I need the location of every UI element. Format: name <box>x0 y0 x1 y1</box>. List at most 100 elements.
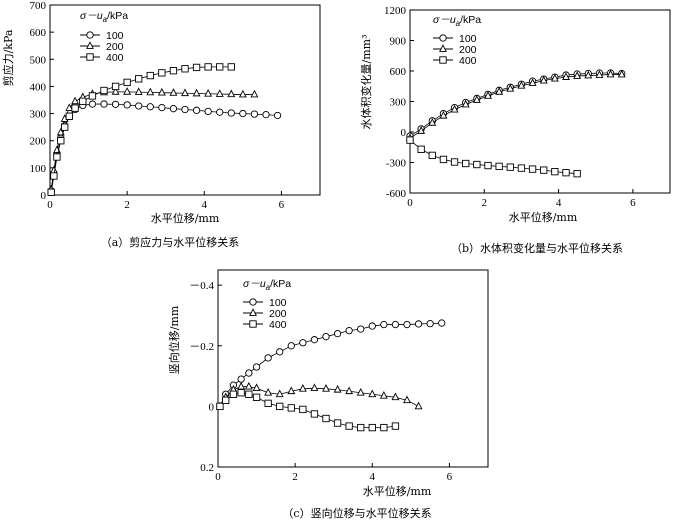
series-400-point <box>417 145 425 153</box>
y-tick-label: 300 <box>30 109 47 121</box>
series-200-point <box>606 69 615 78</box>
series-200-point <box>287 386 296 395</box>
series-400-point <box>53 153 61 161</box>
series-200-point <box>134 87 143 95</box>
series-200-point <box>181 88 189 97</box>
series-200-point <box>244 381 253 390</box>
series-400-point <box>391 422 400 430</box>
series-100-point <box>310 336 319 344</box>
x-tick-label: 4 <box>370 471 376 483</box>
series-400-line <box>409 139 578 175</box>
panel-a-frame <box>49 4 321 196</box>
x-tick-label: 6 <box>279 199 285 211</box>
series-100-point <box>273 111 282 120</box>
series-200-point <box>417 126 426 134</box>
x-tick-label: 0 <box>47 199 53 211</box>
panel-a-caption: （a）剪应力与水平位移关系 <box>101 235 240 249</box>
series-200-point <box>333 384 342 393</box>
series-100-point <box>299 339 307 347</box>
series-200-point <box>356 387 365 396</box>
series-400-point <box>573 170 581 178</box>
series-200-point <box>584 70 593 79</box>
y-tick-label: 700 <box>30 0 47 12</box>
series-400-point <box>192 63 201 72</box>
x-tick-label: 6 <box>630 197 636 209</box>
series-100-point <box>237 375 245 383</box>
legend-400-marker <box>86 53 94 61</box>
panel-b: 0 2 4 6 -600 -300 0 300 600 900 1200 水体积变化量/mm³ 水平… <box>359 5 671 255</box>
series-100-point <box>169 105 178 113</box>
series-100-point <box>345 326 353 335</box>
series-400-point <box>276 402 284 411</box>
series-200-point <box>368 389 377 398</box>
panel-a-legend-title-main: σ－u <box>80 10 103 22</box>
series-400-point <box>473 160 481 169</box>
series-400-point <box>222 396 230 404</box>
series-200-point <box>414 401 423 410</box>
x-tick-label: 6 <box>447 471 453 483</box>
series-400-point <box>264 399 272 408</box>
series-200-point <box>215 89 224 97</box>
series-100-line <box>409 72 622 137</box>
series-400-point <box>100 86 108 95</box>
series-200-point <box>461 99 470 108</box>
series-400-point <box>357 423 365 432</box>
panel-b-legend-title: σ－ua/kPa <box>433 14 481 28</box>
panel-c-legend-title-main: σ－u <box>243 278 266 290</box>
series-400-point <box>562 169 570 177</box>
panel-a-legend-title: σ－ua/kPa <box>80 10 128 24</box>
series-400-point <box>310 410 319 418</box>
series-100-point <box>333 329 342 338</box>
series-200-point <box>157 87 166 96</box>
legend-100-marker <box>249 298 257 306</box>
legend-400-marker <box>249 320 257 328</box>
series-200-point <box>237 381 246 390</box>
legend-100-label: 100 <box>459 33 477 45</box>
series-100-point <box>438 319 446 327</box>
y-tick-label: 500 <box>30 54 47 66</box>
series-400-point <box>123 78 131 87</box>
series-400-point <box>333 419 342 427</box>
series-200-point <box>517 80 526 89</box>
series-100-point <box>264 354 272 362</box>
series-400-point <box>169 67 178 75</box>
series-400-point <box>439 155 448 164</box>
y-tick-label: －0.2 <box>189 341 214 353</box>
legend-100-label: 100 <box>269 297 287 309</box>
series-400-point <box>287 404 295 412</box>
legend-200-marker <box>249 308 257 316</box>
series-100-point <box>111 100 120 108</box>
series-200-point <box>391 392 400 401</box>
series-100-point <box>250 110 259 118</box>
series-100-point <box>192 106 201 114</box>
panel-b-legend-title-sub: a <box>456 19 461 28</box>
series-200-point <box>322 384 330 392</box>
series-400-point <box>227 63 235 71</box>
panel-c-marks <box>215 319 446 432</box>
series-100-point <box>322 333 330 341</box>
panel-c-frame <box>217 269 489 468</box>
series-400-point <box>551 167 559 176</box>
series-200-point <box>450 104 459 113</box>
series-200-point <box>617 69 626 78</box>
series-200-point <box>595 70 604 78</box>
series-200-point <box>484 91 492 99</box>
panel-c-ticks: 0 2 4 6－0.4－0.200.2 <box>189 280 452 483</box>
series-400-point <box>462 159 470 168</box>
series-400-point <box>79 97 87 106</box>
series-400-point <box>245 390 253 398</box>
legend-100-marker <box>439 34 447 42</box>
panel-a-legend-title-unit: /kPa <box>107 10 128 22</box>
series-400-point <box>428 151 436 160</box>
series-200-point <box>298 384 307 392</box>
y-tick-label: 600 <box>390 66 407 78</box>
series-200-point <box>345 386 354 395</box>
series-400-point <box>229 390 238 398</box>
series-400-point <box>528 165 537 173</box>
x-tick-label: 4 <box>556 197 562 209</box>
